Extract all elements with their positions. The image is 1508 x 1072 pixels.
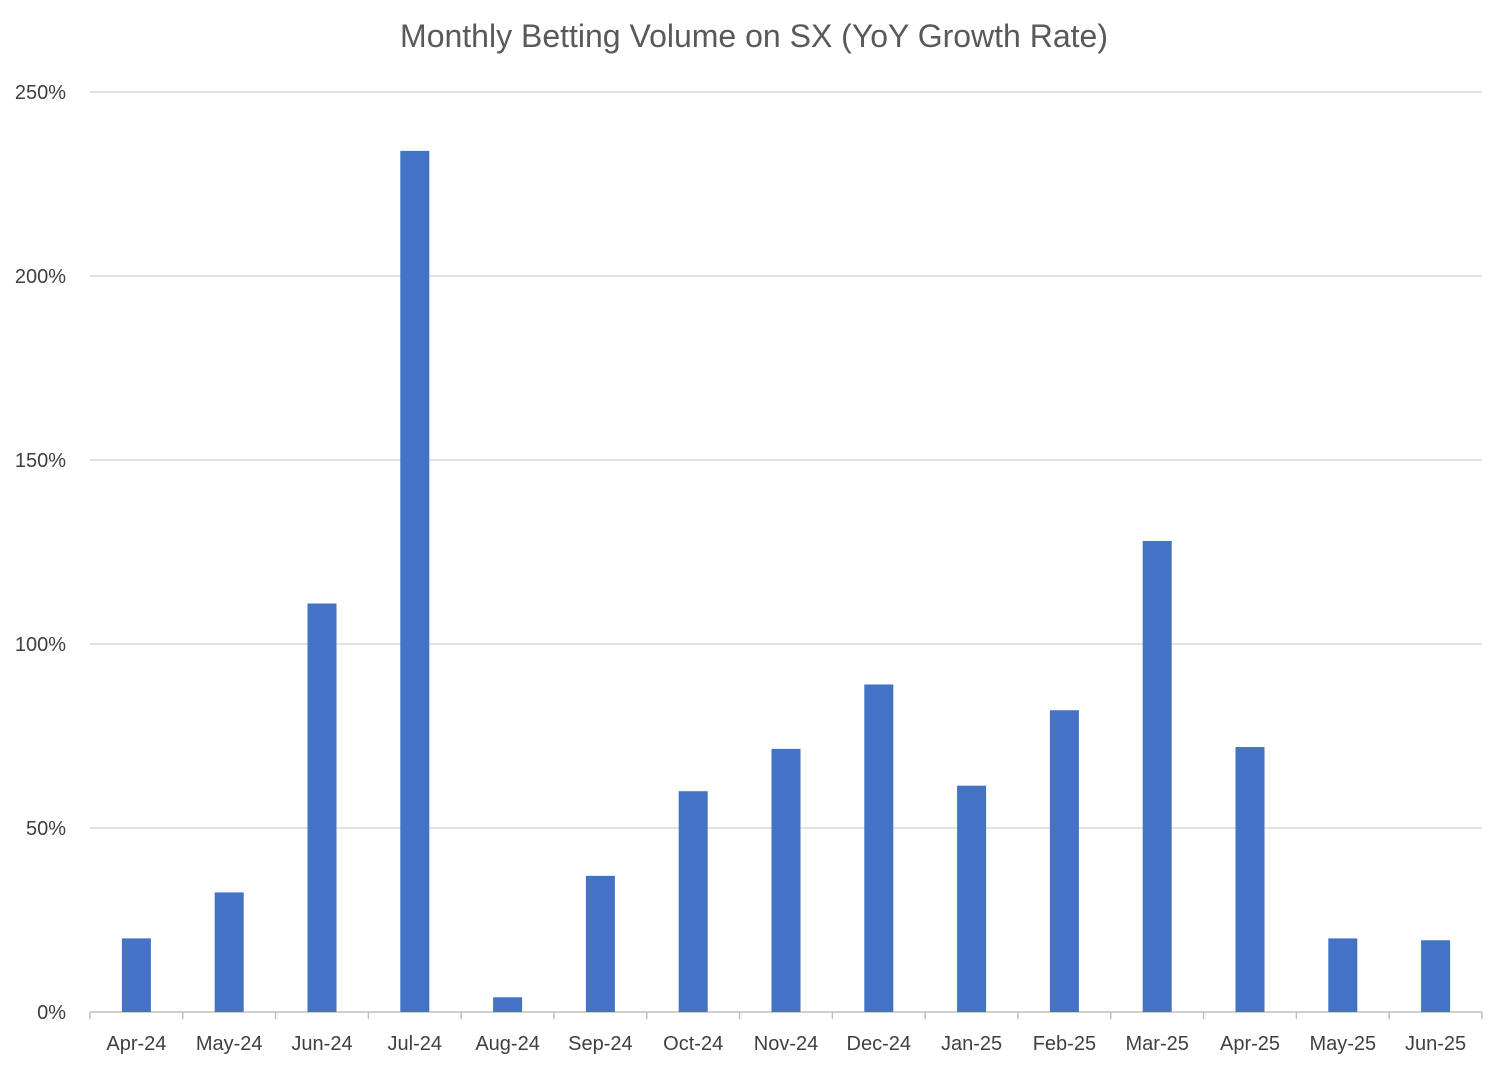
- bar: [214, 892, 244, 1012]
- bar: [957, 785, 987, 1012]
- x-tick-label: Apr-24: [106, 1033, 166, 1055]
- x-tick-label: Dec-24: [847, 1033, 911, 1055]
- x-tick-label: Feb-25: [1033, 1033, 1096, 1055]
- chart-title: Monthly Betting Volume on SX (YoY Growth…: [400, 18, 1108, 54]
- bar: [1328, 938, 1358, 1012]
- x-tick-label: Jun-25: [1405, 1033, 1466, 1055]
- bar: [1142, 540, 1172, 1012]
- x-tick-label: Jul-24: [388, 1033, 442, 1055]
- y-tick-label: 50%: [26, 818, 66, 840]
- x-tick-label: Nov-24: [754, 1033, 818, 1055]
- x-tick-label: Aug-24: [475, 1033, 540, 1055]
- y-tick-label: 0%: [37, 1002, 66, 1024]
- x-tick-label: Mar-25: [1126, 1033, 1189, 1055]
- x-tick-label: Oct-24: [663, 1033, 723, 1055]
- bar: [121, 938, 151, 1012]
- bar: [771, 748, 801, 1012]
- bar: [585, 875, 615, 1012]
- y-tick-label: 100%: [15, 634, 66, 656]
- x-tick-label: Sep-24: [568, 1033, 633, 1055]
- x-tick-label: May-25: [1309, 1033, 1376, 1055]
- y-tick-label: 150%: [15, 450, 66, 472]
- bar: [1235, 747, 1265, 1012]
- x-tick-label: Apr-25: [1220, 1033, 1280, 1055]
- x-tick-label: May-24: [196, 1033, 263, 1055]
- bar: [493, 997, 523, 1012]
- bar: [400, 150, 430, 1012]
- bar: [1421, 940, 1451, 1012]
- x-tick-label: Jun-24: [291, 1033, 352, 1055]
- bar: [1049, 710, 1079, 1012]
- y-tick-label: 250%: [15, 82, 66, 104]
- bar: [678, 791, 708, 1012]
- y-tick-label: 200%: [15, 266, 66, 288]
- bar: [864, 684, 894, 1012]
- bar: [307, 603, 337, 1012]
- x-tick-label: Jan-25: [941, 1033, 1002, 1055]
